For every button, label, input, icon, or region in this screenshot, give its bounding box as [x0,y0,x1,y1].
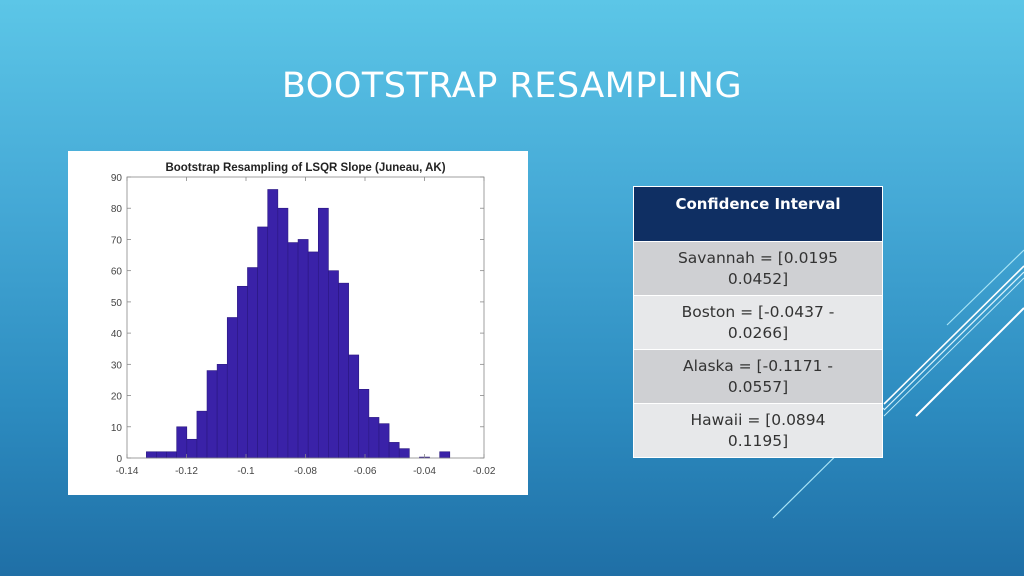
y-tick-label: 90 [111,173,123,184]
histogram-bar [267,189,279,459]
confidence-interval-table: Confidence Interval Savannah = [0.0195 0.… [633,186,883,458]
y-tick-label: 0 [116,454,122,465]
y-tick-label: 20 [111,392,123,403]
row-text-line1: Hawaii = [0.0894 [690,410,826,429]
x-tick-label: -0.14 [116,466,139,477]
histogram-plot: Bootstrap Resampling of LSQR Slope (June… [111,162,496,477]
row-text-line2: 0.1195] [727,431,789,450]
histogram-bar [247,267,258,459]
y-tick-label: 10 [111,423,123,434]
histogram-bar [348,354,360,459]
histogram-bar [398,448,410,459]
row-text-line2: 0.0452] [727,269,789,288]
x-tick-label: -0.02 [473,466,496,477]
histogram-bar [368,417,380,459]
histogram-bar [206,370,218,459]
chart-title: Bootstrap Resampling of LSQR Slope (June… [165,162,445,174]
x-tick-label: -0.06 [354,466,377,477]
histogram-bar [307,251,319,459]
histogram-bar [237,285,248,459]
histogram-bar [156,451,167,459]
row-text-line1: Boston = [-0.0437 - [681,302,835,321]
histogram-bar [287,242,299,459]
histogram-bar [297,239,309,459]
table-row-hawaii: Hawaii = [0.0894 0.1195] [633,403,883,458]
histogram-bar [186,438,198,459]
histogram-bar [338,282,349,459]
row-text-line1: Alaska = [-0.1171 - [683,356,833,375]
y-tick-label: 30 [111,360,123,371]
histogram-bar [257,226,269,459]
histogram-bar [358,389,370,459]
row-text-line1: Savannah = [0.0195 [677,248,839,267]
histogram-bar [196,410,208,459]
x-tick-label: -0.04 [413,466,436,477]
histogram-bar [378,423,390,459]
y-tick-label: 60 [111,267,123,278]
histogram-bar [388,442,400,459]
y-tick-label: 80 [111,204,123,215]
histogram-bar [328,270,339,459]
histogram-bar [439,451,451,459]
row-text-line2: 0.0266] [727,323,789,342]
histogram-bar [146,451,157,459]
x-tick-label: -0.12 [175,466,198,477]
table-row-boston: Boston = [-0.0437 - 0.0266] [633,295,883,350]
row-text-line2: 0.0557] [727,377,789,396]
table-row-alaska: Alaska = [-0.1171 - 0.0557] [633,349,883,404]
table-header: Confidence Interval [633,186,883,242]
y-tick-label: 70 [111,235,123,246]
histogram-bar [226,317,238,459]
histogram-bar [277,207,289,459]
x-tick-label: -0.1 [237,466,255,477]
x-tick-label: -0.08 [294,466,317,477]
slide-title: BOOTSTRAP RESAMPLING [281,66,743,106]
histogram-chart: Bootstrap Resampling of LSQR Slope (June… [68,151,528,495]
histogram-bar [317,207,329,459]
table-row-savannah: Savannah = [0.0195 0.0452] [633,241,883,296]
histogram-bar [216,364,228,459]
histogram-bar [176,426,188,459]
y-tick-label: 40 [111,329,123,340]
histogram-bar [166,451,177,459]
y-tick-label: 50 [111,298,123,309]
